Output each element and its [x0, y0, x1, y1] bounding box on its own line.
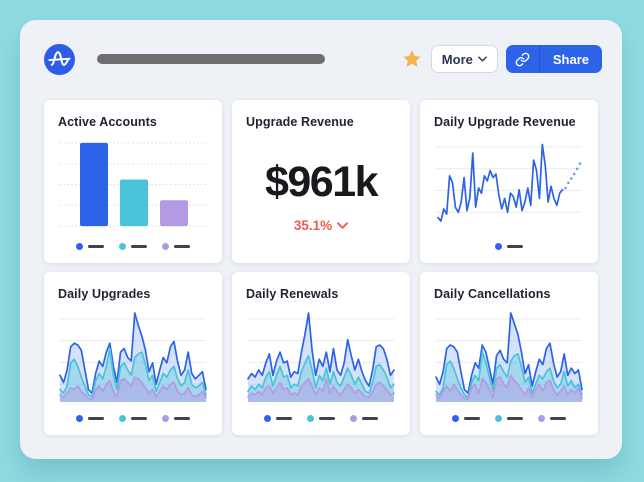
chart-legend — [58, 234, 208, 255]
amplitude-logo-icon — [44, 43, 75, 75]
card-title: Daily Cancellations — [434, 287, 551, 301]
header-actions: More Share — [401, 45, 602, 73]
area-chart[interactable] — [246, 307, 396, 406]
legend-dot-icon — [162, 415, 169, 422]
legend-item[interactable] — [495, 415, 523, 422]
legend-item[interactable] — [76, 415, 104, 422]
legend-label-placeholder — [507, 245, 523, 248]
card-active-accounts[interactable]: Active Accounts — [44, 100, 222, 263]
card-title: Daily Upgrade Revenue — [434, 115, 576, 129]
card-daily-cancellations[interactable]: Daily Cancellations — [420, 272, 598, 435]
chart-legend — [434, 406, 584, 427]
legend-item[interactable] — [538, 415, 566, 422]
legend-label-placeholder — [362, 417, 378, 420]
legend-label-placeholder — [319, 417, 335, 420]
legend-dot-icon — [76, 415, 83, 422]
card-title: Daily Renewals — [246, 287, 339, 301]
card-upgrade-revenue[interactable]: Upgrade Revenue $961k 35.1% — [232, 100, 410, 263]
stat-change-value: 35.1% — [293, 217, 333, 233]
card-daily-upgrades[interactable]: Daily Upgrades — [44, 272, 222, 435]
share-button[interactable]: Share — [505, 45, 602, 73]
legend-label-placeholder — [550, 417, 566, 420]
legend-label-placeholder — [131, 245, 147, 248]
legend-dot-icon — [119, 415, 126, 422]
legend-item[interactable] — [495, 243, 523, 250]
chevron-down-icon — [337, 221, 349, 229]
card-daily-renewals[interactable]: Daily Renewals — [232, 272, 410, 435]
cards-grid: Active Accounts Upgrade Revenue $961k 35… — [44, 100, 598, 435]
legend-label-placeholder — [131, 417, 147, 420]
share-button-label[interactable]: Share — [552, 51, 589, 67]
legend-label-placeholder — [174, 245, 190, 248]
card-daily-upgrade-revenue[interactable]: Daily Upgrade Revenue — [420, 100, 598, 263]
legend-dot-icon — [495, 415, 502, 422]
legend-item[interactable] — [452, 415, 480, 422]
legend-label-placeholder — [174, 417, 190, 420]
stat-body: $961k 35.1% — [246, 135, 396, 255]
dashboard-panel: More Share Active Accounts — [20, 20, 622, 459]
legend-label-placeholder — [276, 417, 292, 420]
legend-item[interactable] — [264, 415, 292, 422]
legend-item[interactable] — [350, 415, 378, 422]
legend-label-placeholder — [464, 417, 480, 420]
card-title: Upgrade Revenue — [246, 115, 354, 129]
legend-label-placeholder — [88, 417, 104, 420]
more-button[interactable]: More — [430, 45, 498, 73]
favorite-star-icon[interactable] — [401, 48, 423, 70]
chart-legend — [434, 234, 584, 255]
legend-dot-icon — [162, 243, 169, 250]
chevron-down-icon — [478, 56, 487, 62]
legend-item[interactable] — [162, 415, 190, 422]
legend-dot-icon — [452, 415, 459, 422]
chart-legend — [246, 406, 396, 427]
stat-change[interactable]: 35.1% — [293, 217, 349, 233]
share-button-divider — [538, 45, 540, 73]
bar-chart[interactable] — [58, 135, 208, 234]
copy-link-icon[interactable] — [506, 45, 539, 73]
legend-item[interactable] — [76, 243, 104, 250]
legend-item[interactable] — [307, 415, 335, 422]
line-chart[interactable] — [434, 135, 584, 234]
legend-item[interactable] — [119, 243, 147, 250]
legend-dot-icon — [119, 243, 126, 250]
dashboard-header: More Share — [20, 20, 622, 76]
more-button-label: More — [441, 51, 473, 67]
area-chart[interactable] — [58, 307, 208, 406]
legend-dot-icon — [76, 243, 83, 250]
card-title: Active Accounts — [58, 115, 157, 129]
chart-legend — [58, 406, 208, 427]
legend-label-placeholder — [88, 245, 104, 248]
dashboard-title-placeholder — [97, 54, 325, 64]
legend-dot-icon — [307, 415, 314, 422]
card-title: Daily Upgrades — [58, 287, 151, 301]
legend-dot-icon — [350, 415, 357, 422]
legend-dot-icon — [495, 243, 502, 250]
legend-dot-icon — [538, 415, 545, 422]
area-chart[interactable] — [434, 307, 584, 406]
legend-dot-icon — [264, 415, 271, 422]
legend-item[interactable] — [119, 415, 147, 422]
legend-item[interactable] — [162, 243, 190, 250]
legend-label-placeholder — [507, 417, 523, 420]
stat-value: $961k — [264, 157, 379, 206]
